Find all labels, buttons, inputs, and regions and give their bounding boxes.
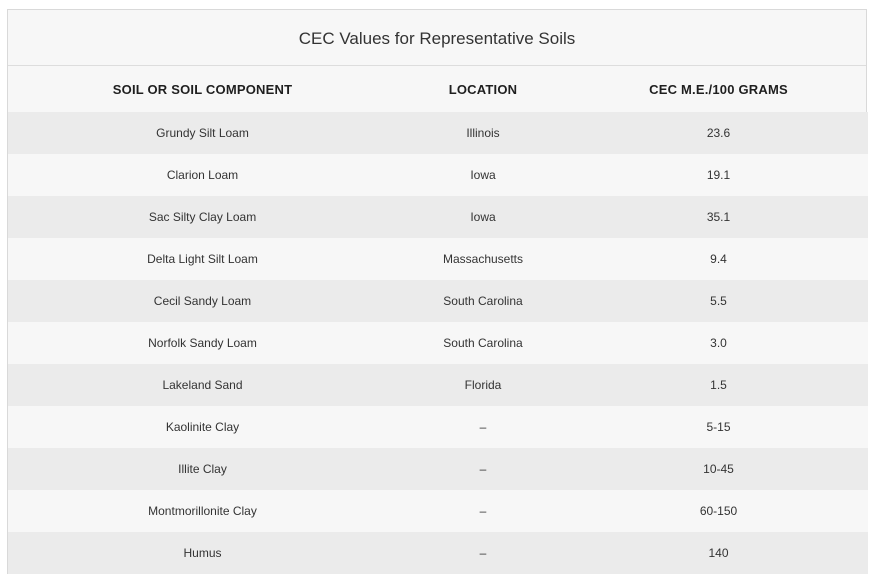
cell-location: Florida — [397, 364, 569, 406]
cec-table-container: CEC Values for Representative Soils SOIL… — [7, 9, 868, 574]
cell-soil: Cecil Sandy Loam — [8, 280, 397, 322]
header-row: SOIL OR SOIL COMPONENT LOCATION CEC M.E.… — [8, 66, 868, 112]
table-row: Delta Light Silt Loam Massachusetts 9.4 — [8, 238, 868, 280]
table-row: Illite Clay – 10-45 — [8, 448, 868, 490]
cell-cec: 19.1 — [569, 154, 868, 196]
cell-cec: 23.6 — [569, 112, 868, 154]
cell-location: – — [397, 406, 569, 448]
cell-location: – — [397, 490, 569, 532]
cell-location: – — [397, 532, 569, 574]
cell-soil: Kaolinite Clay — [8, 406, 397, 448]
cell-cec: 3.0 — [569, 322, 868, 364]
cell-location: Illinois — [397, 112, 569, 154]
cell-cec: 140 — [569, 532, 868, 574]
table-body: Grundy Silt Loam Illinois 23.6 Clarion L… — [8, 112, 868, 574]
table-row: Clarion Loam Iowa 19.1 — [8, 154, 868, 196]
cell-soil: Lakeland Sand — [8, 364, 397, 406]
cell-location: Iowa — [397, 154, 569, 196]
cell-location: – — [397, 448, 569, 490]
cell-soil: Norfolk Sandy Loam — [8, 322, 397, 364]
cell-soil: Clarion Loam — [8, 154, 397, 196]
cell-cec: 10-45 — [569, 448, 868, 490]
table-row: Cecil Sandy Loam South Carolina 5.5 — [8, 280, 868, 322]
cell-cec: 5-15 — [569, 406, 868, 448]
header-location: LOCATION — [448, 81, 518, 97]
table-row: Norfolk Sandy Loam South Carolina 3.0 — [8, 322, 868, 364]
cell-cec: 9.4 — [569, 238, 868, 280]
header-cec: CEC M.E./100 GRAMS — [649, 81, 788, 97]
cell-cec: 1.5 — [569, 364, 868, 406]
table-row: Grundy Silt Loam Illinois 23.6 — [8, 112, 868, 154]
cell-location: South Carolina — [397, 280, 569, 322]
cell-soil: Humus — [8, 532, 397, 574]
table-row: Kaolinite Clay – 5-15 — [8, 406, 868, 448]
cell-cec: 60-150 — [569, 490, 868, 532]
table-row: Humus – 140 — [8, 532, 868, 574]
table-header: SOIL OR SOIL COMPONENT LOCATION CEC M.E.… — [8, 66, 868, 112]
cell-cec: 35.1 — [569, 196, 868, 238]
cell-soil: Sac Silty Clay Loam — [8, 196, 397, 238]
cec-table: SOIL OR SOIL COMPONENT LOCATION CEC M.E.… — [8, 66, 868, 574]
header-soil: SOIL OR SOIL COMPONENT — [112, 81, 293, 97]
table-row: Sac Silty Clay Loam Iowa 35.1 — [8, 196, 868, 238]
table-row: Montmorillonite Clay – 60-150 — [8, 490, 868, 532]
table-title: CEC Values for Representative Soils — [8, 10, 866, 66]
cell-soil: Montmorillonite Clay — [8, 490, 397, 532]
cell-soil: Grundy Silt Loam — [8, 112, 397, 154]
cell-soil: Illite Clay — [8, 448, 397, 490]
table-row: Lakeland Sand Florida 1.5 — [8, 364, 868, 406]
cell-location: Massachusetts — [397, 238, 569, 280]
cell-location: Iowa — [397, 196, 569, 238]
cell-cec: 5.5 — [569, 280, 868, 322]
cell-location: South Carolina — [397, 322, 569, 364]
cell-soil: Delta Light Silt Loam — [8, 238, 397, 280]
